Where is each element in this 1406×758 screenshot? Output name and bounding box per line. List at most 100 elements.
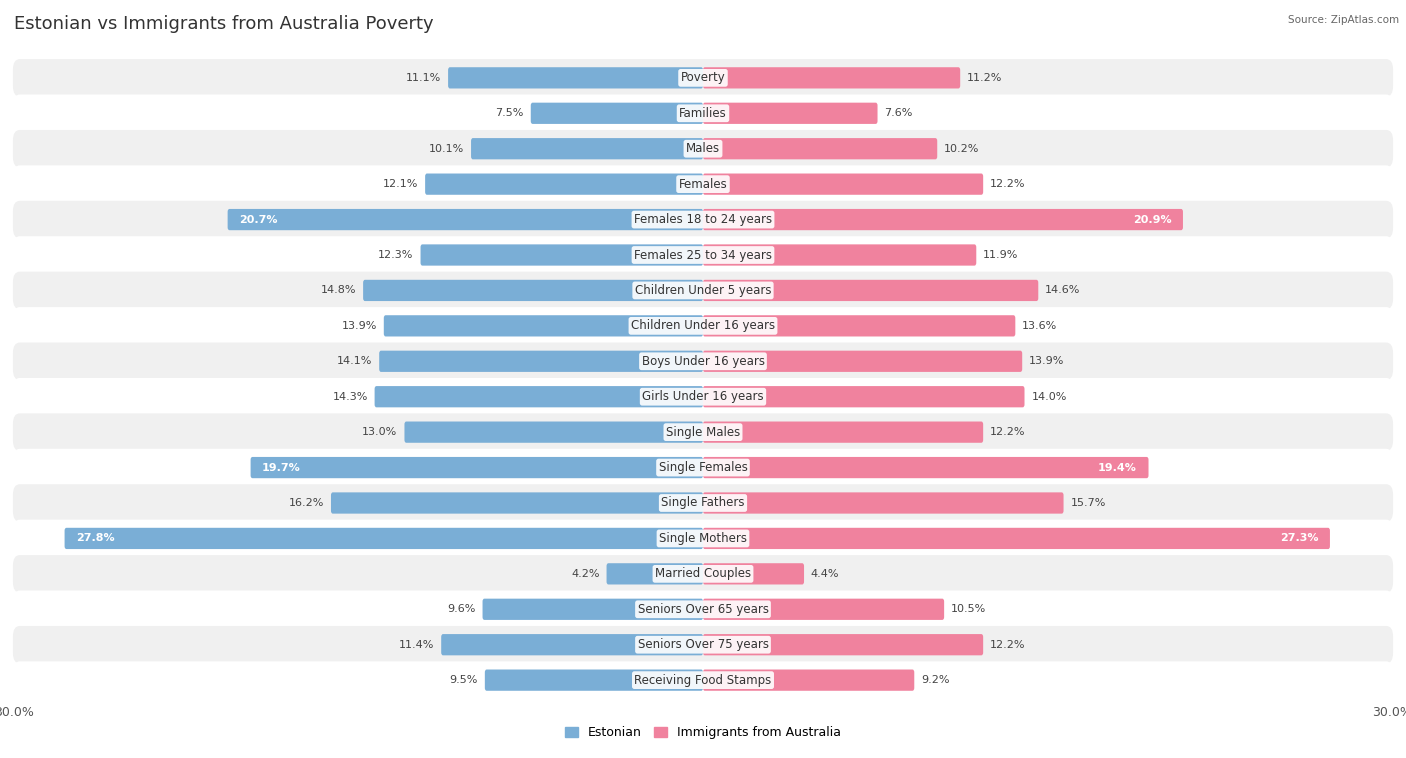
FancyBboxPatch shape (425, 174, 703, 195)
FancyBboxPatch shape (13, 271, 1393, 309)
Text: 11.1%: 11.1% (406, 73, 441, 83)
Text: 11.9%: 11.9% (983, 250, 1018, 260)
FancyBboxPatch shape (13, 449, 1393, 487)
Text: 14.1%: 14.1% (337, 356, 373, 366)
Text: Single Males: Single Males (666, 426, 740, 439)
FancyBboxPatch shape (13, 165, 1393, 203)
FancyBboxPatch shape (703, 67, 960, 89)
Text: 13.0%: 13.0% (363, 428, 398, 437)
FancyBboxPatch shape (13, 662, 1393, 699)
FancyBboxPatch shape (606, 563, 703, 584)
Text: Girls Under 16 years: Girls Under 16 years (643, 390, 763, 403)
Text: 11.4%: 11.4% (399, 640, 434, 650)
FancyBboxPatch shape (13, 590, 1393, 628)
FancyBboxPatch shape (330, 493, 703, 514)
Text: 12.2%: 12.2% (990, 179, 1025, 190)
Text: 14.6%: 14.6% (1045, 286, 1081, 296)
FancyBboxPatch shape (449, 67, 703, 89)
Text: Females: Females (679, 177, 727, 191)
Text: 9.5%: 9.5% (450, 675, 478, 685)
Text: 4.4%: 4.4% (811, 568, 839, 579)
FancyBboxPatch shape (703, 315, 1015, 337)
FancyBboxPatch shape (703, 138, 938, 159)
Text: 12.3%: 12.3% (378, 250, 413, 260)
FancyBboxPatch shape (13, 307, 1393, 345)
FancyBboxPatch shape (250, 457, 703, 478)
FancyBboxPatch shape (703, 457, 1149, 478)
Text: Receiving Food Stamps: Receiving Food Stamps (634, 674, 772, 687)
FancyBboxPatch shape (13, 59, 1393, 96)
FancyBboxPatch shape (703, 634, 983, 656)
Text: Boys Under 16 years: Boys Under 16 years (641, 355, 765, 368)
Text: Children Under 16 years: Children Under 16 years (631, 319, 775, 332)
FancyBboxPatch shape (703, 386, 1025, 407)
Text: 10.1%: 10.1% (429, 144, 464, 154)
FancyBboxPatch shape (703, 102, 877, 124)
Text: 10.2%: 10.2% (945, 144, 980, 154)
FancyBboxPatch shape (13, 236, 1393, 274)
FancyBboxPatch shape (13, 378, 1393, 415)
FancyBboxPatch shape (363, 280, 703, 301)
FancyBboxPatch shape (471, 138, 703, 159)
Text: 7.5%: 7.5% (495, 108, 524, 118)
Text: Poverty: Poverty (681, 71, 725, 84)
Text: 13.6%: 13.6% (1022, 321, 1057, 330)
FancyBboxPatch shape (703, 599, 945, 620)
Text: Children Under 5 years: Children Under 5 years (634, 284, 772, 297)
Text: 9.2%: 9.2% (921, 675, 949, 685)
FancyBboxPatch shape (531, 102, 703, 124)
Text: 12.2%: 12.2% (990, 428, 1025, 437)
Text: 30.0%: 30.0% (0, 706, 34, 719)
Text: Married Couples: Married Couples (655, 567, 751, 581)
FancyBboxPatch shape (380, 351, 703, 372)
Text: Single Females: Single Females (658, 461, 748, 474)
Text: 19.4%: 19.4% (1098, 462, 1137, 472)
Text: Seniors Over 75 years: Seniors Over 75 years (637, 638, 769, 651)
FancyBboxPatch shape (703, 528, 1330, 549)
FancyBboxPatch shape (13, 130, 1393, 168)
Text: Males: Males (686, 143, 720, 155)
FancyBboxPatch shape (703, 280, 1038, 301)
Text: 7.6%: 7.6% (884, 108, 912, 118)
FancyBboxPatch shape (13, 520, 1393, 557)
Text: 15.7%: 15.7% (1070, 498, 1105, 508)
Text: Females 25 to 34 years: Females 25 to 34 years (634, 249, 772, 262)
FancyBboxPatch shape (65, 528, 703, 549)
FancyBboxPatch shape (703, 244, 976, 265)
FancyBboxPatch shape (703, 493, 1063, 514)
Text: Single Fathers: Single Fathers (661, 496, 745, 509)
FancyBboxPatch shape (13, 95, 1393, 132)
FancyBboxPatch shape (13, 413, 1393, 451)
Text: Seniors Over 65 years: Seniors Over 65 years (637, 603, 769, 615)
Text: 13.9%: 13.9% (1029, 356, 1064, 366)
Text: 27.3%: 27.3% (1279, 534, 1319, 543)
Text: 9.6%: 9.6% (447, 604, 475, 614)
Text: 11.2%: 11.2% (967, 73, 1002, 83)
FancyBboxPatch shape (703, 669, 914, 691)
FancyBboxPatch shape (485, 669, 703, 691)
FancyBboxPatch shape (374, 386, 703, 407)
Legend: Estonian, Immigrants from Australia: Estonian, Immigrants from Australia (561, 722, 845, 744)
Text: 4.2%: 4.2% (571, 568, 599, 579)
Text: 30.0%: 30.0% (1372, 706, 1406, 719)
FancyBboxPatch shape (13, 484, 1393, 522)
Text: Females 18 to 24 years: Females 18 to 24 years (634, 213, 772, 226)
Text: 13.9%: 13.9% (342, 321, 377, 330)
FancyBboxPatch shape (420, 244, 703, 265)
FancyBboxPatch shape (703, 421, 983, 443)
FancyBboxPatch shape (703, 351, 1022, 372)
Text: Families: Families (679, 107, 727, 120)
Text: Source: ZipAtlas.com: Source: ZipAtlas.com (1288, 15, 1399, 25)
FancyBboxPatch shape (13, 555, 1393, 593)
Text: 16.2%: 16.2% (288, 498, 323, 508)
FancyBboxPatch shape (13, 201, 1393, 238)
Text: 20.9%: 20.9% (1133, 215, 1171, 224)
Text: 12.2%: 12.2% (990, 640, 1025, 650)
Text: Estonian vs Immigrants from Australia Poverty: Estonian vs Immigrants from Australia Po… (14, 15, 433, 33)
FancyBboxPatch shape (405, 421, 703, 443)
Text: 12.1%: 12.1% (382, 179, 418, 190)
Text: 27.8%: 27.8% (76, 534, 115, 543)
FancyBboxPatch shape (482, 599, 703, 620)
FancyBboxPatch shape (703, 209, 1182, 230)
FancyBboxPatch shape (13, 343, 1393, 380)
